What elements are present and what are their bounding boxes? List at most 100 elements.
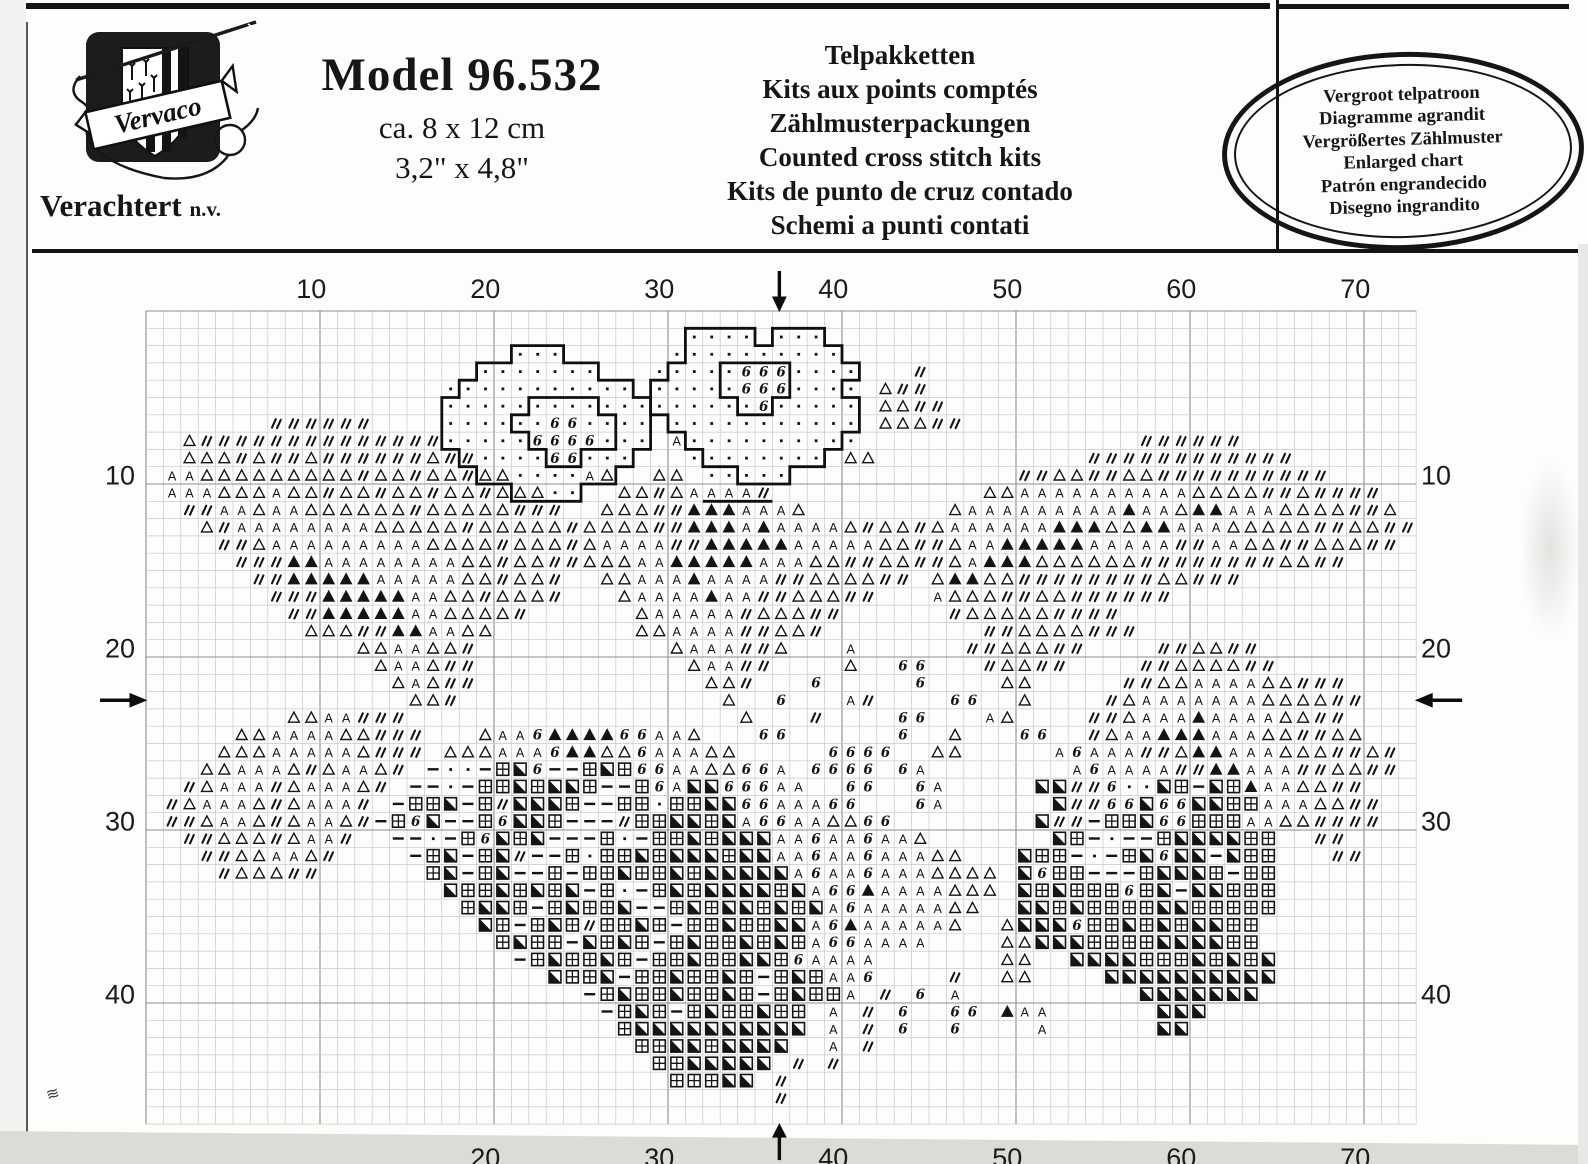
- svg-text:6: 6: [1107, 780, 1117, 796]
- svg-text:6: 6: [968, 1004, 978, 1020]
- svg-text:A: A: [1194, 677, 1203, 691]
- svg-text:A: A: [1020, 521, 1029, 535]
- svg-text:A: A: [812, 936, 821, 950]
- svg-text:A: A: [324, 729, 333, 743]
- svg-text:A: A: [846, 694, 855, 708]
- svg-text:A: A: [1247, 729, 1256, 743]
- svg-text:A: A: [1160, 539, 1169, 553]
- svg-text:6: 6: [898, 762, 908, 778]
- svg-text:30: 30: [644, 274, 674, 304]
- svg-text:6: 6: [950, 693, 960, 709]
- row-labels-right: 10 20 30 40: [1421, 460, 1451, 1009]
- svg-text:A: A: [1177, 712, 1186, 726]
- svg-text:A: A: [377, 539, 386, 553]
- svg-text:6: 6: [794, 953, 804, 969]
- svg-text:A: A: [1212, 729, 1221, 743]
- svg-text:6: 6: [550, 434, 560, 450]
- svg-text:6: 6: [759, 382, 769, 398]
- svg-text:A: A: [725, 590, 734, 604]
- svg-text:6: 6: [863, 814, 873, 830]
- svg-text:A: A: [1073, 504, 1082, 518]
- svg-text:A: A: [672, 608, 681, 622]
- svg-text:A: A: [1090, 539, 1099, 553]
- svg-text:A: A: [794, 850, 803, 864]
- svg-text:6: 6: [533, 762, 543, 778]
- svg-text:60: 60: [1166, 274, 1196, 304]
- svg-text:6: 6: [950, 1004, 960, 1020]
- svg-text:70: 70: [1340, 274, 1370, 304]
- svg-text:A: A: [1247, 694, 1256, 708]
- svg-text:A: A: [759, 556, 768, 570]
- svg-text:20: 20: [470, 1143, 500, 1164]
- svg-text:A: A: [394, 642, 403, 656]
- svg-text:A: A: [968, 521, 977, 535]
- svg-text:A: A: [690, 642, 699, 656]
- svg-text:A: A: [742, 573, 751, 587]
- svg-text:A: A: [881, 936, 890, 950]
- svg-text:A: A: [916, 850, 925, 864]
- svg-text:6: 6: [637, 728, 647, 744]
- svg-text:A: A: [1247, 677, 1256, 691]
- svg-text:6: 6: [829, 762, 839, 778]
- svg-text:A: A: [1264, 781, 1273, 795]
- svg-text:6: 6: [811, 676, 821, 692]
- svg-text:6: 6: [1072, 745, 1082, 761]
- svg-text:60: 60: [1166, 1143, 1196, 1164]
- svg-text:A: A: [672, 763, 681, 777]
- svg-text:A: A: [829, 902, 838, 916]
- svg-text:A: A: [255, 521, 264, 535]
- svg-text:A: A: [324, 815, 333, 829]
- svg-text:A: A: [1055, 746, 1064, 760]
- svg-text:A: A: [1177, 694, 1186, 708]
- svg-text:A: A: [342, 763, 351, 777]
- svg-text:A: A: [429, 590, 438, 604]
- svg-text:6: 6: [759, 399, 769, 415]
- svg-text:A: A: [742, 504, 751, 518]
- svg-text:6: 6: [863, 970, 873, 986]
- svg-text:A: A: [933, 798, 942, 812]
- svg-text:A: A: [1160, 712, 1169, 726]
- svg-text:6: 6: [655, 780, 665, 796]
- svg-text:A: A: [881, 919, 890, 933]
- svg-text:6: 6: [776, 382, 786, 398]
- svg-text:A: A: [342, 781, 351, 795]
- model-size-inch: 3,2" x 4,8": [395, 149, 529, 185]
- company-name-suffix: n.v.: [189, 197, 222, 221]
- svg-text:A: A: [1107, 763, 1116, 777]
- svg-text:6: 6: [1124, 883, 1134, 899]
- svg-text:A: A: [272, 729, 281, 743]
- svg-text:A: A: [324, 556, 333, 570]
- svg-text:A: A: [794, 867, 803, 881]
- svg-text:A: A: [498, 729, 507, 743]
- svg-text:6: 6: [863, 745, 873, 761]
- svg-text:A: A: [672, 781, 681, 795]
- svg-text:A: A: [916, 763, 925, 777]
- svg-text:6: 6: [863, 831, 873, 847]
- svg-text:A: A: [986, 539, 995, 553]
- svg-text:A: A: [1212, 677, 1221, 691]
- enlarged-chart-badge-inner: Vergroot telpatroon Diagramme agrandit Ver…: [1231, 59, 1575, 243]
- svg-text:6: 6: [411, 814, 421, 830]
- svg-text:A: A: [986, 504, 995, 518]
- svg-text:A: A: [951, 988, 960, 1002]
- svg-text:A: A: [411, 573, 420, 587]
- svg-text:A: A: [829, 539, 838, 553]
- svg-text:A: A: [1247, 746, 1256, 760]
- svg-text:A: A: [794, 556, 803, 570]
- svg-text:A: A: [394, 660, 403, 674]
- svg-text:A: A: [394, 573, 403, 587]
- svg-text:A: A: [1194, 521, 1203, 535]
- svg-text:A: A: [881, 850, 890, 864]
- svg-text:A: A: [498, 746, 507, 760]
- top-rule-right: [1279, 4, 1569, 9]
- center-marker-arrows: [100, 271, 1463, 1161]
- svg-text:6: 6: [811, 831, 821, 847]
- svg-text:A: A: [655, 573, 664, 587]
- product-name: Kits de punto de cruz contado: [727, 176, 1073, 206]
- svg-text:30: 30: [105, 806, 135, 836]
- svg-text:A: A: [846, 850, 855, 864]
- svg-text:A: A: [429, 625, 438, 639]
- svg-text:A: A: [864, 539, 873, 553]
- svg-text:A: A: [1281, 781, 1290, 795]
- svg-text:A: A: [1003, 521, 1012, 535]
